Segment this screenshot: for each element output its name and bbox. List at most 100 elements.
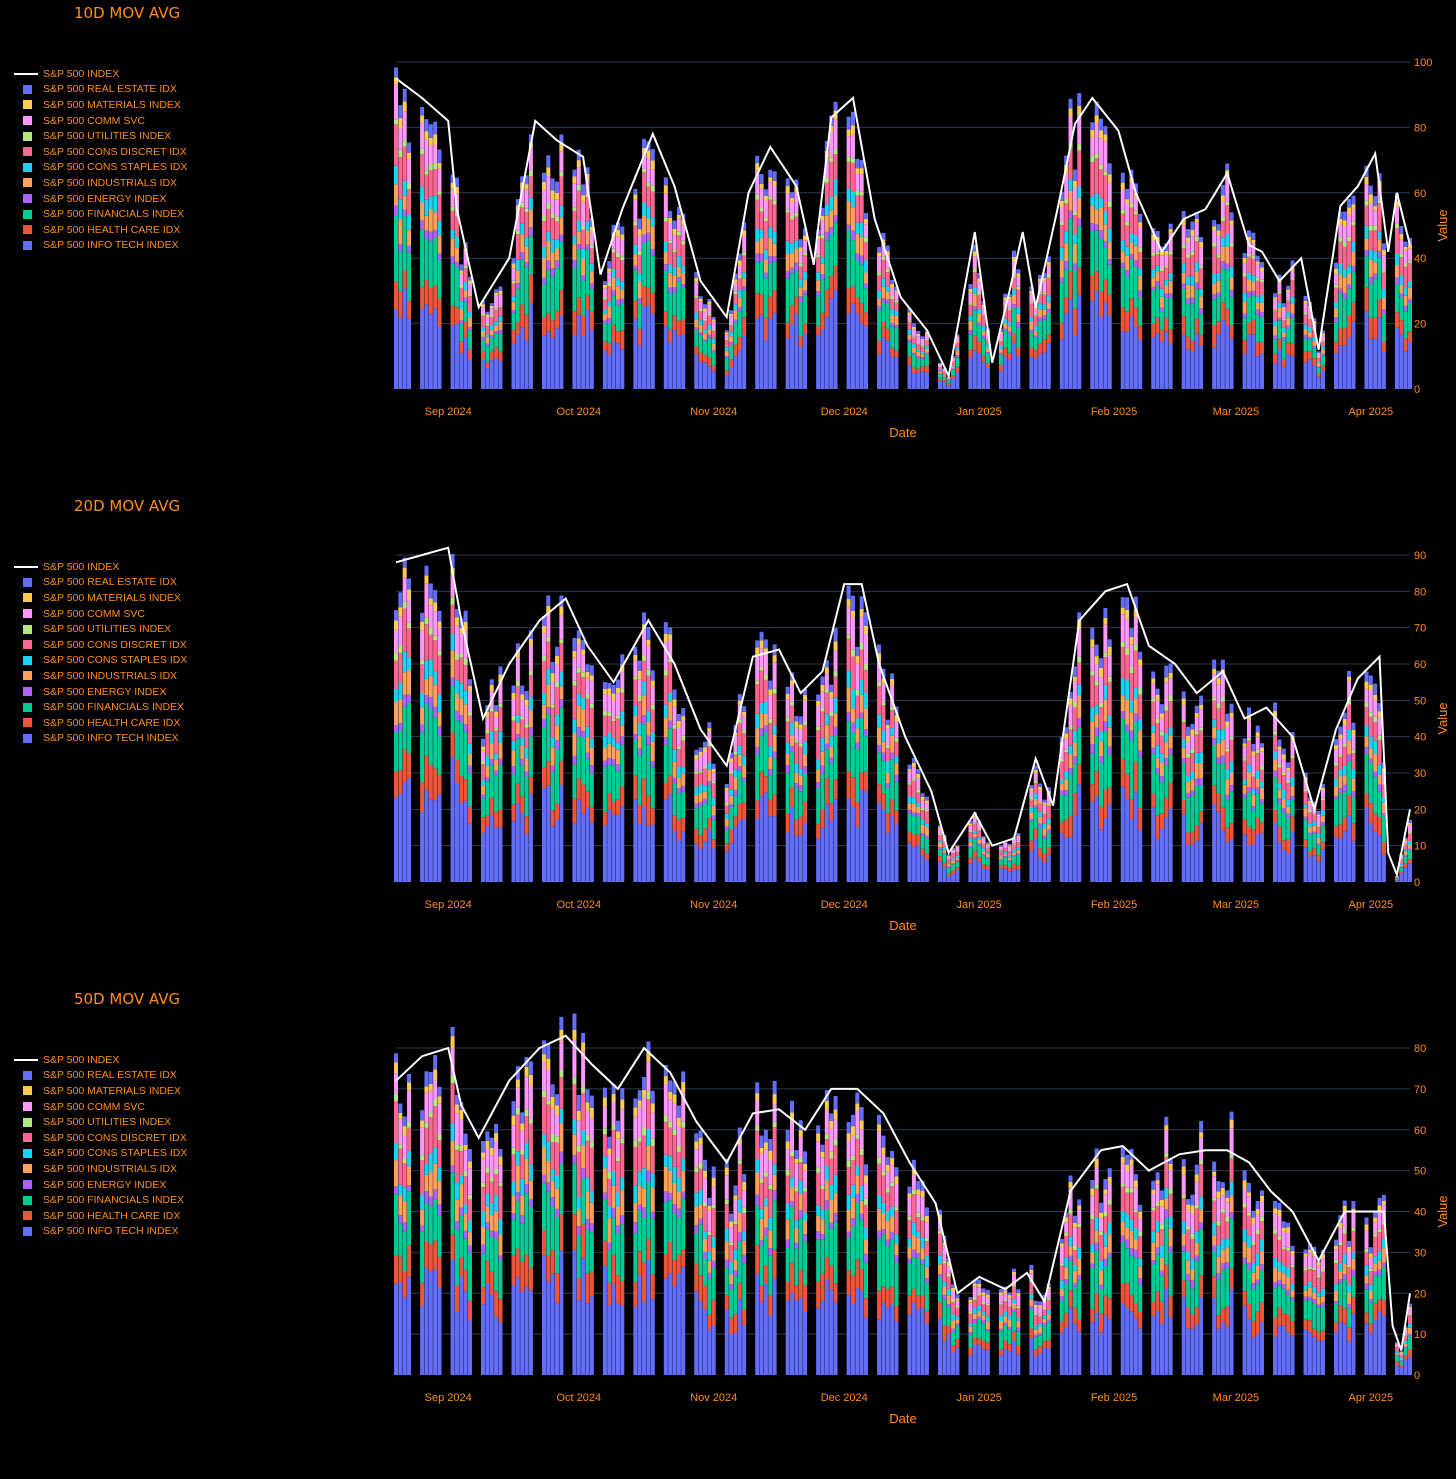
- bar-segment-sandp-500-info-tech-index[interactable]: [455, 324, 459, 389]
- bar-segment-sandp-500-info-tech-index[interactable]: [864, 1318, 868, 1375]
- bar-segment-sandp-500-energy-index[interactable]: [1347, 284, 1351, 288]
- bar-segment-sandp-500-industrials-idx[interactable]: [951, 367, 955, 369]
- bar-segment-sandp-500-utilities-index[interactable]: [921, 808, 925, 810]
- bar-segment-sandp-500-financials-index[interactable]: [498, 334, 502, 352]
- bar-segment-sandp-500-health-care-idx[interactable]: [1095, 771, 1099, 796]
- bar-segment-sandp-500-comm-svc[interactable]: [577, 168, 581, 185]
- bar-segment-sandp-500-energy-index[interactable]: [1016, 322, 1020, 327]
- bar-segment-sandp-500-materials-index[interactable]: [1399, 234, 1403, 239]
- bar-segment-sandp-500-cons-staples-idx[interactable]: [699, 320, 703, 325]
- bar-segment-sandp-500-utilities-index[interactable]: [1008, 308, 1012, 310]
- bar-segment-sandp-500-cons-discret-idx[interactable]: [1090, 675, 1094, 707]
- bar-segment-sandp-500-energy-index[interactable]: [1186, 299, 1190, 304]
- bar-segment-sandp-500-info-tech-index[interactable]: [429, 314, 433, 389]
- bar-segment-sandp-500-utilities-index[interactable]: [490, 1178, 494, 1182]
- bar-segment-sandp-500-industrials-idx[interactable]: [520, 234, 524, 252]
- bar-segment-sandp-500-cons-discret-idx[interactable]: [1364, 206, 1368, 226]
- bar-segment-sandp-500-industrials-idx[interactable]: [494, 759, 498, 770]
- bar-segment-sandp-500-financials-index[interactable]: [1317, 846, 1321, 856]
- bar-segment-sandp-500-industrials-idx[interactable]: [398, 219, 402, 244]
- bar-segment-sandp-500-cons-staples-idx[interactable]: [603, 310, 607, 314]
- bar-segment-sandp-500-cons-discret-idx[interactable]: [973, 272, 977, 287]
- bar-segment-sandp-500-health-care-idx[interactable]: [703, 828, 707, 841]
- bar-segment-sandp-500-energy-index[interactable]: [786, 1240, 790, 1248]
- bar-segment-sandp-500-real-estate-idx[interactable]: [494, 1124, 498, 1133]
- bar-segment-sandp-500-info-tech-index[interactable]: [855, 827, 859, 882]
- bar-segment-sandp-500-cons-discret-idx[interactable]: [651, 1146, 655, 1173]
- bar-segment-sandp-500-utilities-index[interactable]: [908, 1217, 912, 1220]
- bar-segment-sandp-500-financials-index[interactable]: [1399, 867, 1403, 871]
- bar-segment-sandp-500-info-tech-index[interactable]: [1064, 313, 1068, 389]
- bar-segment-sandp-500-info-tech-index[interactable]: [1077, 295, 1081, 389]
- bar-segment-sandp-500-industrials-idx[interactable]: [529, 210, 533, 228]
- bar-segment-sandp-500-info-tech-index[interactable]: [633, 1307, 637, 1375]
- bar-segment-sandp-500-info-tech-index[interactable]: [860, 789, 864, 882]
- bar-segment-sandp-500-cons-staples-idx[interactable]: [1186, 775, 1190, 781]
- bar-segment-sandp-500-energy-index[interactable]: [1364, 747, 1368, 754]
- bar-segment-sandp-500-cons-staples-idx[interactable]: [1378, 765, 1382, 774]
- bar-segment-sandp-500-info-tech-index[interactable]: [1247, 845, 1251, 882]
- bar-segment-sandp-500-cons-staples-idx[interactable]: [1195, 753, 1199, 763]
- bar-segment-sandp-500-info-tech-index[interactable]: [1277, 350, 1281, 389]
- bar-segment-sandp-500-health-care-idx[interactable]: [760, 1286, 764, 1302]
- bar-segment-sandp-500-utilities-index[interactable]: [403, 602, 407, 609]
- bar-segment-sandp-500-energy-index[interactable]: [1129, 254, 1133, 259]
- bar-segment-sandp-500-health-care-idx[interactable]: [481, 1287, 485, 1304]
- bar-segment-sandp-500-health-care-idx[interactable]: [1199, 335, 1203, 346]
- bar-segment-sandp-500-materials-index[interactable]: [642, 1090, 646, 1098]
- bar-segment-sandp-500-info-tech-index[interactable]: [925, 373, 929, 389]
- bar-segment-sandp-500-financials-index[interactable]: [999, 860, 1003, 866]
- bar-segment-sandp-500-energy-index[interactable]: [420, 1225, 424, 1231]
- bar-segment-sandp-500-health-care-idx[interactable]: [424, 1242, 428, 1268]
- bar-segment-sandp-500-cons-staples-idx[interactable]: [908, 330, 912, 335]
- bar-segment-sandp-500-real-estate-idx[interactable]: [1343, 212, 1347, 221]
- bar-segment-sandp-500-industrials-idx[interactable]: [607, 307, 611, 319]
- bar-segment-sandp-500-utilities-index[interactable]: [1212, 243, 1216, 247]
- bar-segment-sandp-500-health-care-idx[interactable]: [999, 365, 1003, 371]
- bar-segment-sandp-500-info-tech-index[interactable]: [681, 832, 685, 882]
- bar-segment-sandp-500-energy-index[interactable]: [642, 1208, 646, 1218]
- bar-segment-sandp-500-industrials-idx[interactable]: [529, 710, 533, 727]
- bar-segment-sandp-500-comm-svc[interactable]: [1034, 309, 1038, 314]
- bar-segment-sandp-500-utilities-index[interactable]: [642, 1127, 646, 1136]
- bar-segment-sandp-500-info-tech-index[interactable]: [459, 353, 463, 389]
- bar-segment-sandp-500-industrials-idx[interactable]: [916, 352, 920, 356]
- bar-segment-sandp-500-cons-discret-idx[interactable]: [908, 785, 912, 797]
- bar-segment-sandp-500-materials-index[interactable]: [577, 160, 581, 168]
- bar-segment-sandp-500-real-estate-idx[interactable]: [1369, 186, 1373, 195]
- bar-segment-sandp-500-comm-svc[interactable]: [1378, 718, 1382, 736]
- bar-segment-sandp-500-cons-discret-idx[interactable]: [498, 1186, 502, 1219]
- bar-segment-sandp-500-cons-staples-idx[interactable]: [459, 683, 463, 698]
- bar-segment-sandp-500-materials-index[interactable]: [420, 115, 424, 122]
- bar-segment-sandp-500-cons-staples-idx[interactable]: [1230, 267, 1234, 278]
- bar-segment-sandp-500-comm-svc[interactable]: [982, 1296, 986, 1302]
- bar-segment-sandp-500-cons-discret-idx[interactable]: [760, 671, 764, 703]
- bar-segment-sandp-500-utilities-index[interactable]: [1282, 319, 1286, 321]
- bar-segment-sandp-500-utilities-index[interactable]: [1016, 287, 1020, 290]
- bar-segment-sandp-500-comm-svc[interactable]: [546, 176, 550, 203]
- bar-segment-sandp-500-health-care-idx[interactable]: [459, 776, 463, 803]
- bar-segment-sandp-500-financials-index[interactable]: [1156, 286, 1160, 318]
- bar-segment-sandp-500-financials-index[interactable]: [1069, 219, 1073, 272]
- bar-segment-sandp-500-energy-index[interactable]: [703, 340, 707, 342]
- bar-segment-sandp-500-health-care-idx[interactable]: [1008, 353, 1012, 359]
- bar-segment-sandp-500-health-care-idx[interactable]: [1373, 317, 1377, 339]
- bar-segment-sandp-500-cons-discret-idx[interactable]: [851, 1160, 855, 1184]
- bar-segment-sandp-500-info-tech-index[interactable]: [607, 810, 611, 882]
- bar-segment-sandp-500-industrials-idx[interactable]: [790, 1187, 794, 1201]
- bar-segment-sandp-500-energy-index[interactable]: [768, 256, 772, 263]
- bar-segment-sandp-500-comm-svc[interactable]: [525, 706, 529, 724]
- bar-segment-sandp-500-cons-staples-idx[interactable]: [860, 1186, 864, 1201]
- bar-segment-sandp-500-financials-index[interactable]: [1038, 827, 1042, 848]
- bar-segment-sandp-500-health-care-idx[interactable]: [433, 1240, 437, 1268]
- bar-segment-sandp-500-real-estate-idx[interactable]: [429, 583, 433, 598]
- bar-segment-sandp-500-info-tech-index[interactable]: [825, 804, 829, 882]
- bar-segment-sandp-500-financials-index[interactable]: [429, 241, 433, 288]
- bar-segment-sandp-500-financials-index[interactable]: [1103, 731, 1107, 790]
- bar-segment-sandp-500-cons-staples-idx[interactable]: [916, 1231, 920, 1238]
- bar-segment-sandp-500-health-care-idx[interactable]: [1212, 785, 1216, 804]
- bar-segment-sandp-500-cons-staples-idx[interactable]: [820, 257, 824, 263]
- bar-segment-sandp-500-info-tech-index[interactable]: [1169, 809, 1173, 882]
- bar-segment-sandp-500-comm-svc[interactable]: [1034, 773, 1038, 781]
- bar-segment-sandp-500-energy-index[interactable]: [760, 1240, 764, 1245]
